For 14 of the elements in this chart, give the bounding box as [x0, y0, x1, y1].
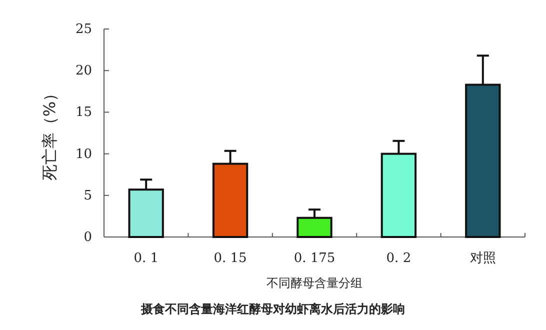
- y-tick-label: 5: [84, 188, 92, 204]
- x-tick-label: 0. 1: [134, 251, 159, 266]
- y-tick-label: 25: [75, 22, 92, 37]
- x-axis-title: 不同酵母含量分组: [266, 276, 362, 290]
- y-tick-label: 0: [84, 230, 92, 245]
- x-tick-label: 0. 2: [386, 251, 412, 266]
- y-tick-label: 20: [75, 64, 92, 79]
- x-tick-label: 0. 175: [294, 251, 336, 266]
- y-axis-title: 死亡率（%）: [40, 85, 59, 181]
- x-tick-label: 对照: [470, 251, 496, 266]
- text: 摄食不同含量海洋红酵母对幼虾离水后活力的影响: [140, 302, 405, 316]
- y-tick-label: 10: [75, 146, 92, 162]
- y-tick-label: 15: [75, 105, 92, 120]
- x-tick-label: 0. 15: [214, 251, 247, 266]
